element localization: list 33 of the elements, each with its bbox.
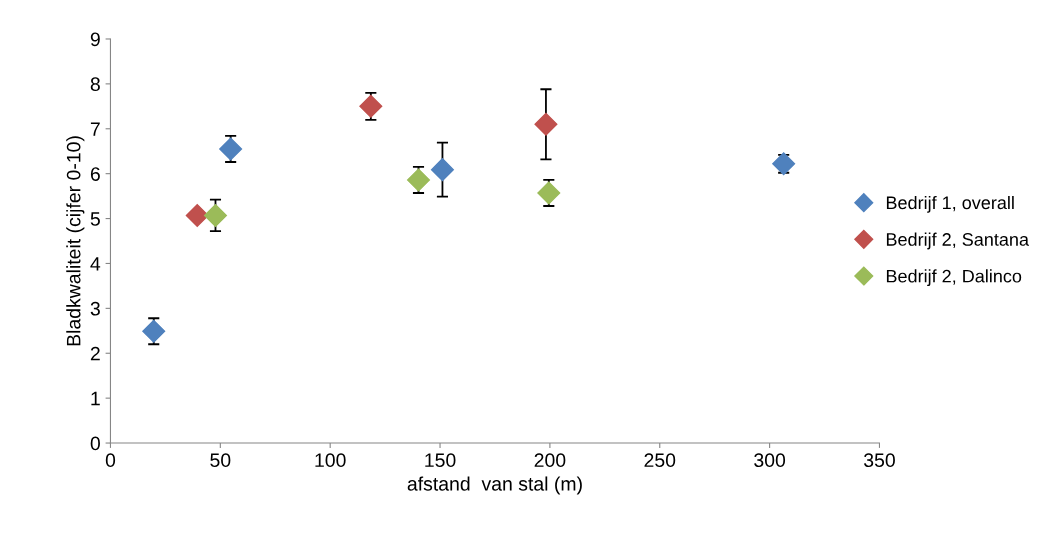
- x-axis-title: afstand van stal (m): [407, 476, 582, 495]
- y-tick-label: 8: [90, 77, 100, 92]
- y-tick-label: 9: [90, 32, 100, 47]
- point: [772, 152, 796, 176]
- point: [219, 137, 243, 161]
- y-tick-label: 0: [90, 436, 100, 451]
- point: [203, 203, 227, 227]
- x-tick-label: 150: [425, 453, 456, 468]
- x-tick-label: 0: [105, 453, 116, 468]
- x-tick-label: 300: [754, 453, 786, 468]
- y-tick-label: 5: [90, 212, 100, 226]
- y-tick-label: 4: [90, 257, 101, 271]
- x-tick-label: 350: [863, 453, 895, 468]
- y-axis-title: Bladkwaliteit (cijfer 0-10): [66, 136, 85, 346]
- x-tick-label: 200: [534, 453, 566, 468]
- x-tick-label: 50: [210, 453, 231, 468]
- legend-label: Bedrijf 1, overall: [886, 195, 1014, 213]
- point: [407, 168, 431, 192]
- y-tick-label: 3: [90, 301, 100, 316]
- point: [537, 181, 561, 205]
- point: [430, 158, 454, 182]
- point: [185, 203, 209, 227]
- y-tick-label: 2: [90, 346, 100, 361]
- y-tick-label: 7: [90, 122, 100, 136]
- y-tick-label: 1: [91, 391, 100, 406]
- legend-label: Bedrijf 2, Santana: [886, 232, 1029, 250]
- x-tick-label: 250: [644, 453, 676, 468]
- point: [359, 94, 383, 118]
- point: [142, 319, 166, 343]
- y-tick-label: 6: [90, 167, 100, 181]
- point: [534, 112, 558, 136]
- legend-label: Bedrijf 2, Dalinco: [886, 269, 1022, 287]
- x-tick-label: 100: [315, 453, 346, 468]
